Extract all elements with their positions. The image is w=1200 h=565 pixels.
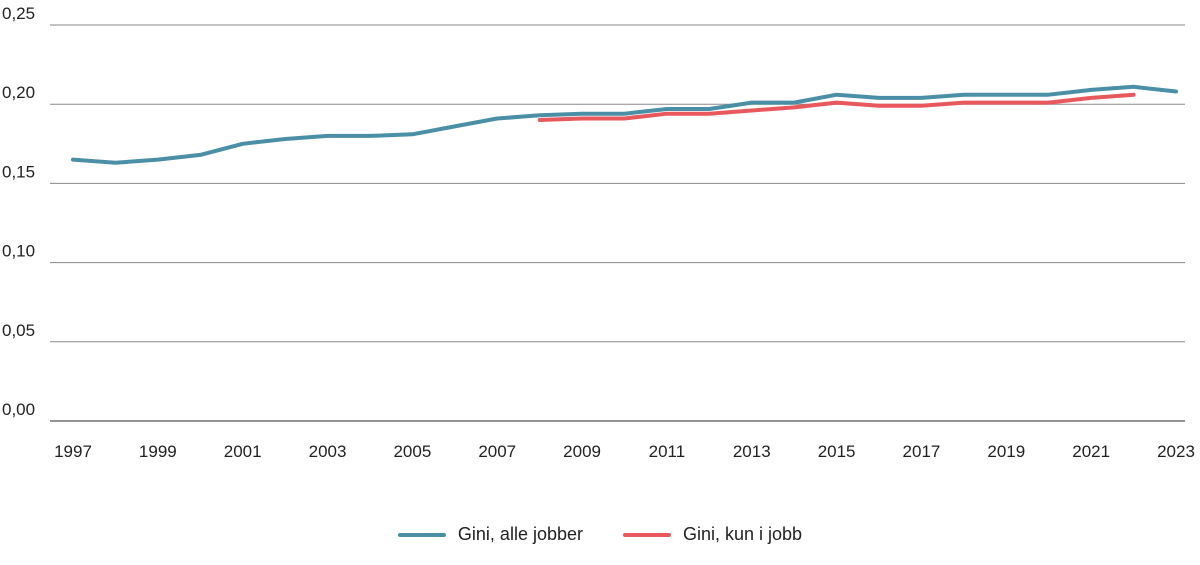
y-tick-label: 0,10 (2, 242, 35, 261)
x-tick-label: 2017 (903, 442, 941, 461)
y-tick-label: 0,00 (2, 400, 35, 419)
legend-item-alle-jobber: Gini, alle jobber (397, 524, 583, 545)
y-tick-label: 0,20 (2, 83, 35, 102)
legend-label-kun-i-jobb: Gini, kun i jobb (683, 524, 803, 544)
y-tick-label: 0,05 (2, 321, 35, 340)
gridlines (50, 24, 1185, 422)
legend-swatch-alle-jobber (397, 532, 446, 537)
legend-label-alle-jobber: Gini, alle jobber (457, 524, 583, 544)
x-tick-label: 1999 (139, 442, 177, 461)
x-tick-label: 2001 (224, 442, 262, 461)
x-tick-label: 2015 (818, 442, 856, 461)
x-tick-label: 2023 (1157, 442, 1195, 461)
x-tick-label: 1997 (54, 442, 92, 461)
series-lines (71, 84, 1178, 165)
x-tick-label: 2021 (1072, 442, 1110, 461)
y-tick-label: 0,15 (2, 162, 35, 181)
series-line-0 (71, 84, 1178, 165)
x-tick-label: 2005 (393, 442, 431, 461)
legend-item-kun-i-jobb: Gini, kun i jobb (623, 524, 802, 545)
legend-swatch-kun-i-jobb (623, 532, 671, 537)
x-tick-label: 2019 (987, 442, 1025, 461)
x-tick-label: 2003 (309, 442, 347, 461)
series-line-1 (537, 92, 1136, 122)
y-axis-ticks: 0,00 0,05 0,10 0,15 0,20 0,25 (2, 4, 35, 419)
x-tick-label: 2013 (733, 442, 771, 461)
legend: Gini, alle jobber Gini, kun i jobb (0, 524, 1200, 545)
x-tick-label: 2011 (649, 442, 686, 461)
x-tick-label: 2009 (563, 442, 601, 461)
x-axis-ticks: 1997 1999 2001 2003 2005 2007 2009 2011 2013 2015… (54, 442, 1195, 461)
x-tick-label: 2007 (478, 442, 516, 461)
y-tick-label: 0,25 (2, 4, 35, 23)
